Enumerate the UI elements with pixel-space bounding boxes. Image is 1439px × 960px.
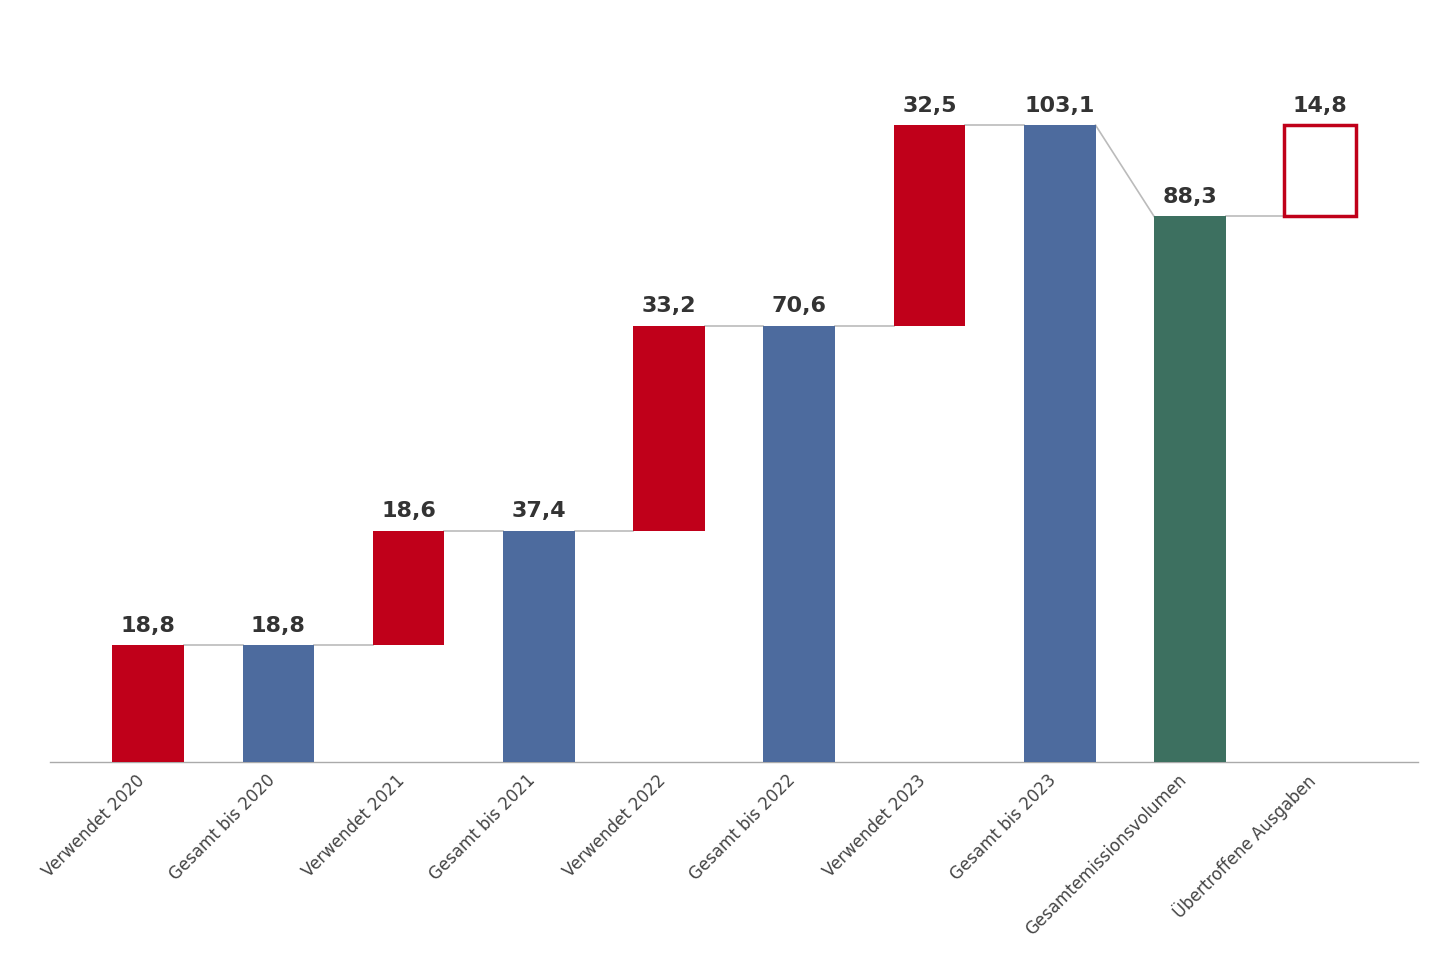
Text: 70,6: 70,6: [771, 297, 827, 317]
Text: 103,1: 103,1: [1025, 96, 1095, 116]
Text: 18,6: 18,6: [381, 501, 436, 521]
Bar: [633, 325, 705, 531]
Bar: [243, 645, 314, 761]
Text: 18,8: 18,8: [121, 616, 176, 636]
Bar: [1154, 217, 1226, 761]
Bar: [504, 531, 574, 761]
Text: 37,4: 37,4: [511, 501, 566, 521]
Bar: [1025, 125, 1095, 761]
Bar: [764, 325, 835, 761]
Text: 32,5: 32,5: [902, 96, 957, 116]
Text: 18,8: 18,8: [250, 616, 305, 636]
Text: 14,8: 14,8: [1292, 96, 1347, 116]
Text: 33,2: 33,2: [642, 297, 696, 317]
Bar: [894, 125, 966, 325]
Bar: [373, 531, 445, 645]
Text: 88,3: 88,3: [1163, 187, 1217, 207]
Bar: [1285, 125, 1356, 217]
Bar: [112, 645, 184, 761]
